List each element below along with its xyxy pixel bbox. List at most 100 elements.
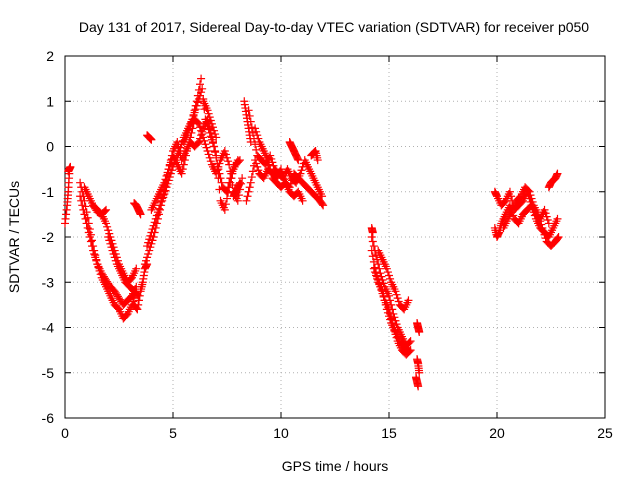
data-point	[132, 304, 141, 313]
data-point	[238, 174, 247, 183]
data-point	[544, 219, 553, 228]
data-point	[192, 101, 201, 110]
data-point	[184, 142, 193, 151]
data-point	[543, 216, 552, 225]
data-point	[199, 133, 208, 142]
data-point	[80, 210, 89, 219]
data-point	[181, 151, 190, 160]
chart-title: Day 131 of 2017, Sidereal Day-to-day VTE…	[79, 19, 589, 35]
x-axis-title: GPS time / hours	[282, 458, 389, 474]
data-point	[313, 156, 322, 165]
data-point	[298, 196, 307, 205]
x-tick-label: 25	[597, 425, 613, 441]
data-point	[145, 235, 154, 244]
data-point	[217, 178, 226, 187]
data-point	[213, 166, 222, 175]
data-point	[265, 160, 274, 169]
data-point	[162, 171, 171, 180]
data-point	[206, 116, 215, 125]
data-point	[297, 166, 306, 175]
data-point	[85, 233, 94, 241]
data-point	[196, 123, 204, 132]
data-point	[242, 196, 251, 205]
data-point	[183, 147, 192, 156]
data-point	[415, 368, 424, 377]
data-point	[554, 233, 563, 241]
data-point	[106, 239, 115, 248]
data-point	[174, 142, 183, 151]
data-point	[414, 382, 423, 391]
data-point	[84, 228, 93, 237]
data-point	[147, 135, 156, 144]
data-point	[391, 316, 400, 325]
data-point	[104, 226, 113, 235]
y-tick-label: -3	[42, 274, 55, 290]
data-point	[103, 222, 112, 231]
data-point	[215, 185, 224, 194]
grid	[65, 56, 605, 418]
data-point	[82, 219, 91, 228]
data-point	[369, 264, 378, 273]
data-point	[403, 344, 412, 353]
data-point	[76, 178, 85, 187]
data-point	[185, 125, 194, 134]
data-point	[102, 219, 111, 228]
data-point	[254, 134, 263, 143]
data-point	[243, 192, 252, 201]
data-point	[135, 291, 144, 300]
data-point	[264, 156, 273, 165]
data-point	[372, 271, 381, 280]
axis-ticks: 0 5 10 15 20 25 -6 -5 -4 -3 -2 -1 0 1 2	[42, 48, 613, 441]
y-tick-label: -5	[42, 365, 55, 381]
data-point	[319, 201, 328, 210]
data-point	[198, 84, 207, 93]
x-tick-label: 20	[489, 425, 505, 441]
data-point	[368, 228, 377, 237]
data-point	[226, 167, 235, 176]
data-point	[225, 160, 234, 169]
y-tick-label: 1	[46, 93, 54, 109]
data-point	[553, 169, 562, 178]
data-point	[394, 297, 403, 306]
data-point	[89, 246, 98, 255]
data-point	[66, 162, 75, 171]
data-point	[136, 210, 145, 219]
data-point	[390, 313, 399, 322]
data-point	[107, 243, 116, 252]
data-point	[151, 214, 160, 223]
data-point	[178, 165, 187, 174]
data-point	[378, 287, 387, 296]
data-point	[223, 194, 231, 203]
data-point	[194, 94, 203, 103]
data-point	[108, 246, 117, 255]
data-point	[404, 296, 413, 305]
data-point	[81, 214, 90, 223]
data-point	[197, 74, 206, 83]
data-point	[215, 159, 224, 168]
data-point	[370, 268, 379, 277]
data-point	[393, 294, 402, 303]
data-point	[245, 111, 254, 120]
data-point	[146, 231, 155, 240]
x-tick-label: 5	[169, 425, 177, 441]
data-point	[164, 165, 173, 174]
data-point	[296, 169, 305, 178]
x-tick-label: 15	[381, 425, 397, 441]
data-point	[109, 249, 118, 258]
data-point	[210, 126, 219, 135]
data-point	[527, 194, 536, 203]
data-point	[202, 143, 211, 152]
data-point	[540, 230, 549, 239]
data-point	[134, 296, 143, 305]
x-tick-label: 10	[273, 425, 289, 441]
data-point	[77, 196, 86, 205]
data-point	[553, 234, 562, 243]
data-point	[154, 204, 163, 213]
data-point	[201, 140, 210, 149]
data-point	[196, 80, 204, 89]
data-point	[318, 200, 327, 209]
data-point	[163, 168, 172, 177]
data-point	[102, 205, 111, 214]
data-point	[212, 133, 221, 142]
